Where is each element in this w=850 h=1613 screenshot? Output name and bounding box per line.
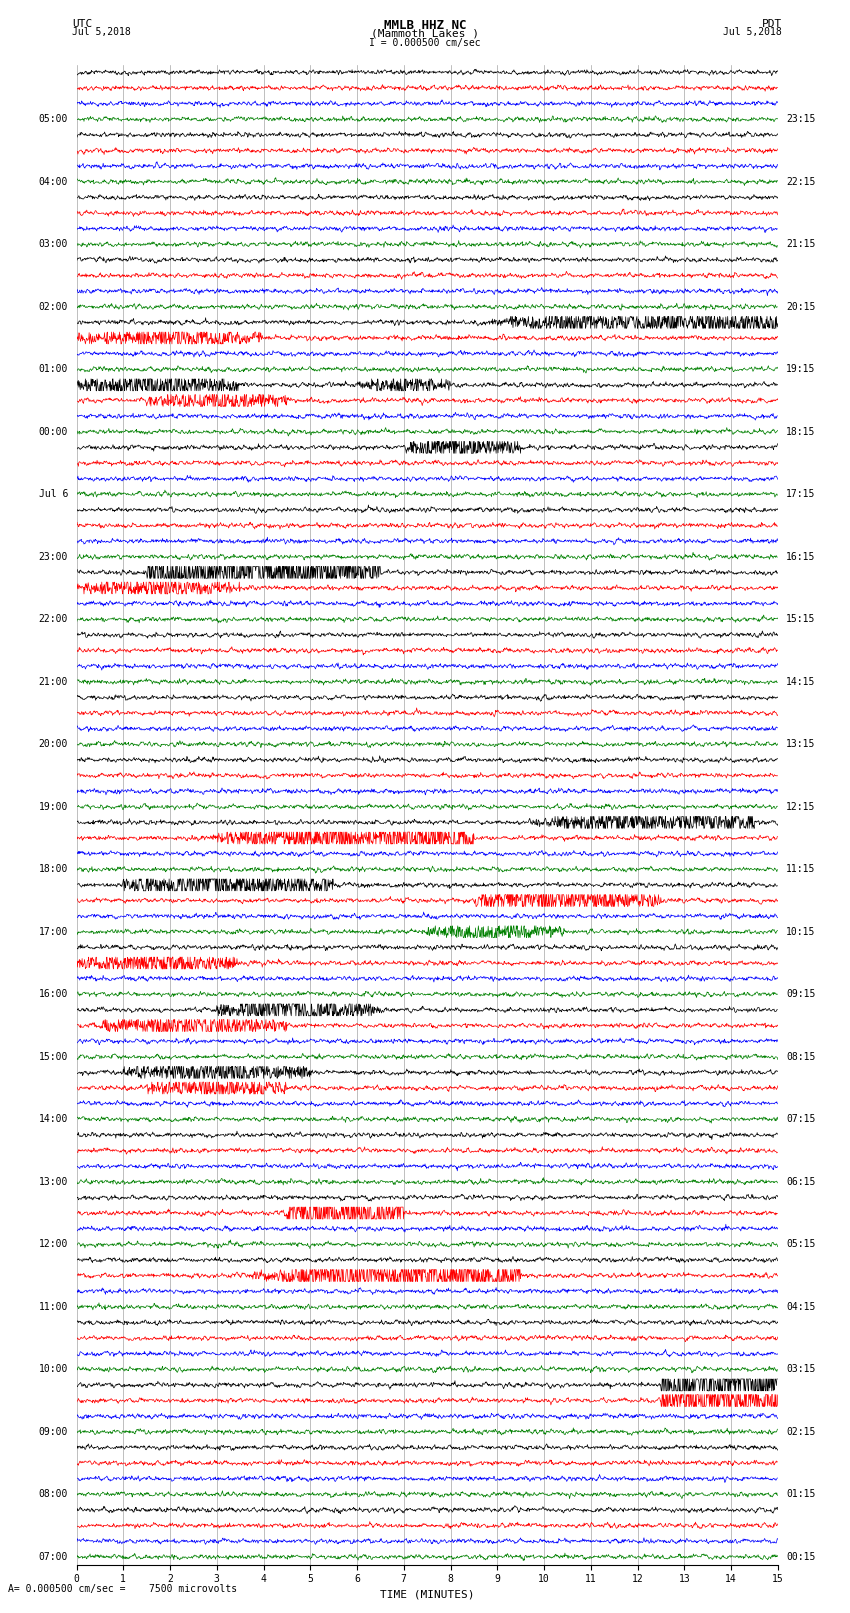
Text: 20:00: 20:00 bbox=[39, 739, 68, 750]
Text: 00:15: 00:15 bbox=[786, 1552, 815, 1561]
Text: 11:15: 11:15 bbox=[786, 865, 815, 874]
Text: 03:00: 03:00 bbox=[39, 239, 68, 250]
Text: 15:15: 15:15 bbox=[786, 615, 815, 624]
Text: 15:00: 15:00 bbox=[39, 1052, 68, 1061]
Text: 07:00: 07:00 bbox=[39, 1552, 68, 1561]
Text: 16:15: 16:15 bbox=[786, 552, 815, 561]
Text: 22:15: 22:15 bbox=[786, 177, 815, 187]
Text: 05:15: 05:15 bbox=[786, 1239, 815, 1250]
Text: 23:15: 23:15 bbox=[786, 115, 815, 124]
Text: 13:00: 13:00 bbox=[39, 1177, 68, 1187]
Text: 21:00: 21:00 bbox=[39, 677, 68, 687]
Text: 01:00: 01:00 bbox=[39, 365, 68, 374]
Text: 17:00: 17:00 bbox=[39, 927, 68, 937]
Text: 18:15: 18:15 bbox=[786, 427, 815, 437]
Text: I = 0.000500 cm/sec: I = 0.000500 cm/sec bbox=[369, 37, 481, 48]
Text: 07:15: 07:15 bbox=[786, 1115, 815, 1124]
Text: 06:15: 06:15 bbox=[786, 1177, 815, 1187]
Text: 20:15: 20:15 bbox=[786, 302, 815, 311]
X-axis label: TIME (MINUTES): TIME (MINUTES) bbox=[380, 1590, 474, 1600]
Text: 13:15: 13:15 bbox=[786, 739, 815, 750]
Text: 17:15: 17:15 bbox=[786, 489, 815, 500]
Text: 16:00: 16:00 bbox=[39, 989, 68, 1000]
Text: 10:00: 10:00 bbox=[39, 1365, 68, 1374]
Text: 10:15: 10:15 bbox=[786, 927, 815, 937]
Text: MMLB HHZ NC: MMLB HHZ NC bbox=[383, 18, 467, 32]
Text: 04:15: 04:15 bbox=[786, 1302, 815, 1311]
Text: 12:15: 12:15 bbox=[786, 802, 815, 811]
Text: 14:15: 14:15 bbox=[786, 677, 815, 687]
Text: 03:15: 03:15 bbox=[786, 1365, 815, 1374]
Text: 21:15: 21:15 bbox=[786, 239, 815, 250]
Text: 22:00: 22:00 bbox=[39, 615, 68, 624]
Text: 11:00: 11:00 bbox=[39, 1302, 68, 1311]
Text: 05:00: 05:00 bbox=[39, 115, 68, 124]
Text: Jul 5,2018: Jul 5,2018 bbox=[723, 27, 782, 37]
Text: PDT: PDT bbox=[762, 18, 782, 29]
Text: 09:15: 09:15 bbox=[786, 989, 815, 1000]
Text: 04:00: 04:00 bbox=[39, 177, 68, 187]
Text: 02:15: 02:15 bbox=[786, 1428, 815, 1437]
Text: 12:00: 12:00 bbox=[39, 1239, 68, 1250]
Text: 18:00: 18:00 bbox=[39, 865, 68, 874]
Text: 00:00: 00:00 bbox=[39, 427, 68, 437]
Text: 23:00: 23:00 bbox=[39, 552, 68, 561]
Text: 09:00: 09:00 bbox=[39, 1428, 68, 1437]
Text: 08:15: 08:15 bbox=[786, 1052, 815, 1061]
Text: 01:15: 01:15 bbox=[786, 1489, 815, 1500]
Text: Jul 6: Jul 6 bbox=[39, 489, 68, 500]
Text: 19:15: 19:15 bbox=[786, 365, 815, 374]
Text: UTC: UTC bbox=[72, 18, 93, 29]
Text: 02:00: 02:00 bbox=[39, 302, 68, 311]
Text: Jul 5,2018: Jul 5,2018 bbox=[72, 27, 131, 37]
Text: 14:00: 14:00 bbox=[39, 1115, 68, 1124]
Text: (Mammoth Lakes ): (Mammoth Lakes ) bbox=[371, 29, 479, 39]
Text: A= 0.000500 cm/sec =    7500 microvolts: A= 0.000500 cm/sec = 7500 microvolts bbox=[8, 1584, 238, 1594]
Text: 08:00: 08:00 bbox=[39, 1489, 68, 1500]
Text: 19:00: 19:00 bbox=[39, 802, 68, 811]
